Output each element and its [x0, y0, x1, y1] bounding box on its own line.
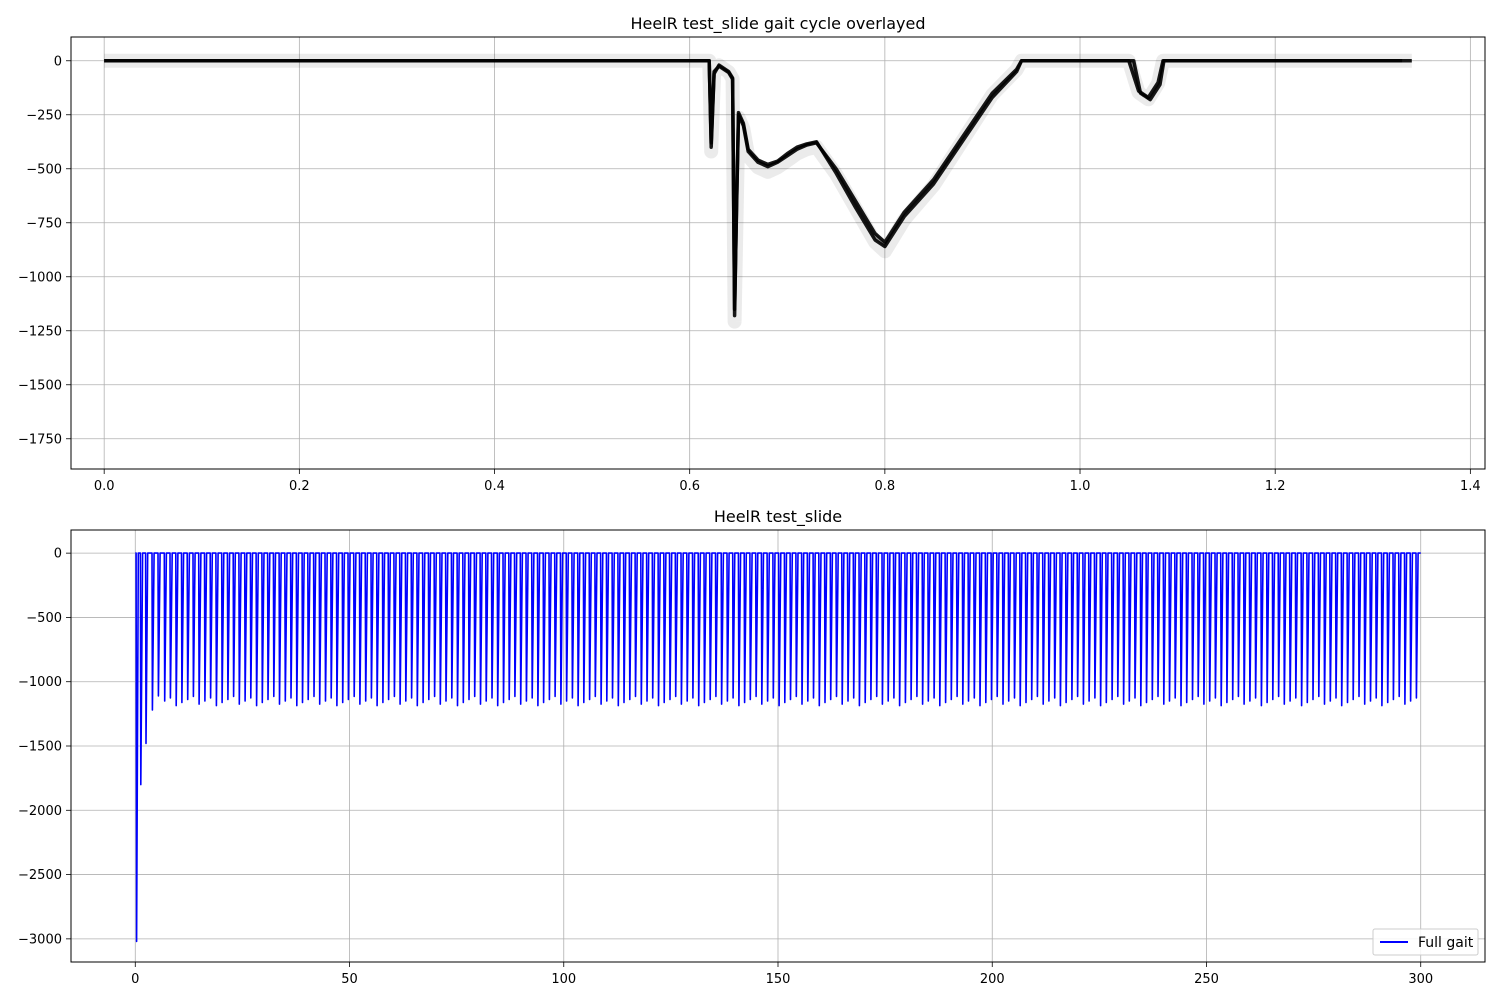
grid-lines — [71, 37, 1485, 469]
x-tick-label: 250 — [1194, 972, 1219, 987]
chart-title: HeelR test_slide — [714, 507, 842, 527]
y-tick-label: −500 — [26, 162, 62, 177]
y-tick-label: −750 — [26, 216, 62, 231]
legend-box — [1372, 928, 1479, 956]
x-tick-label: 0.6 — [679, 479, 700, 494]
full-gait-chart: HeelR test_slide 0 50 100 150 200 250 300 0 −500… — [18, 507, 1486, 987]
chart-title: HeelR test_slide gait cycle overlayed — [630, 14, 925, 34]
x-tick-label: 1.0 — [1070, 479, 1091, 494]
x-tick-label: 0.2 — [289, 479, 310, 494]
series-lines — [104, 53, 1412, 329]
y-tick-label: 0 — [54, 54, 62, 69]
y-tick-label: −2500 — [18, 868, 62, 883]
x-tick-label: 200 — [980, 972, 1005, 987]
x-tick-label: 50 — [341, 972, 358, 987]
tick-labels: 0.0 0.2 0.4 0.6 0.8 1.0 1.2 1.4 0 −250 −500 −750 −10… — [18, 54, 1481, 494]
y-tick-label: 0 — [54, 547, 62, 562]
gait-cycle-line-0 — [104, 59, 1412, 311]
gait-cycle-line-1 — [104, 59, 1403, 318]
gait-cycle-overlay-chart: HeelR test_slide gait cycle overlayed 0.… — [18, 14, 1486, 494]
cycle-spread-band — [104, 53, 1412, 329]
x-tick-label: 100 — [551, 972, 576, 987]
x-tick-label: 1.4 — [1460, 479, 1481, 494]
y-tick-label: −3000 — [18, 932, 62, 947]
y-tick-label: −250 — [26, 108, 62, 123]
y-tick-label: −1250 — [18, 324, 62, 339]
y-tick-label: −1750 — [18, 432, 62, 447]
series-lines — [135, 552, 1421, 943]
x-tick-label: 150 — [766, 972, 791, 987]
legend-label: Full gait — [1418, 935, 1474, 951]
x-tick-label: 0 — [131, 972, 139, 987]
x-tick-label: 0.0 — [94, 479, 115, 494]
full-gait-line — [135, 552, 1421, 943]
legend: Full gait — [1372, 928, 1479, 956]
plot-frame — [70, 36, 1486, 470]
x-tick-label: 0.4 — [484, 479, 505, 494]
y-tick-label: −1500 — [18, 740, 62, 755]
tick-labels: 0 50 100 150 200 250 300 0 −500 −1000 −1500 −2000 −2… — [18, 547, 1433, 987]
x-tick-label: 300 — [1408, 972, 1433, 987]
y-tick-label: −2000 — [18, 804, 62, 819]
cycle-overlap-fill — [104, 60, 1412, 316]
x-tick-label: 1.2 — [1265, 479, 1286, 494]
y-tick-label: −1000 — [18, 675, 62, 690]
x-tick-label: 0.8 — [875, 479, 896, 494]
y-tick-label: −500 — [26, 611, 62, 626]
y-tick-label: −1000 — [18, 270, 62, 285]
y-tick-label: −1500 — [18, 378, 62, 393]
